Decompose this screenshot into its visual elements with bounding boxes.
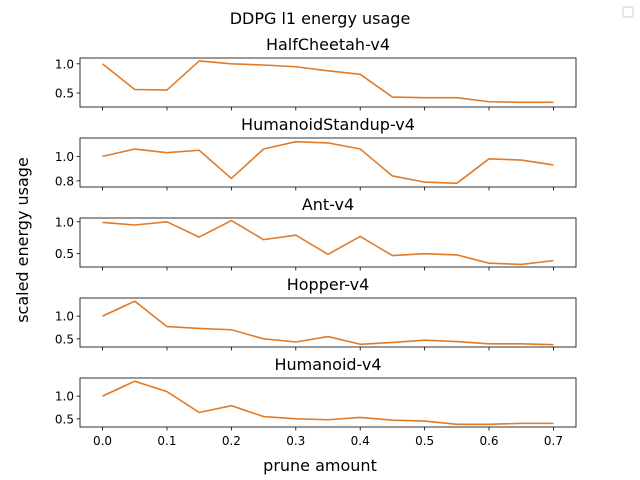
subplot-title: HalfCheetah-v4	[266, 35, 390, 54]
figure-suptitle: DDPG l1 energy usage	[230, 9, 411, 28]
axes-frame	[79, 377, 577, 428]
x-tick-label: 0.0	[93, 434, 112, 448]
subplot-title: HumanoidStandup-v4	[241, 115, 415, 134]
x-tick-label: 0.6	[479, 434, 498, 448]
x-tick-label: 0.4	[351, 434, 370, 448]
y-tick-label: 1.0	[55, 150, 74, 164]
empty-legend-box	[622, 6, 634, 18]
axes-frame	[79, 217, 577, 268]
subplot-3: Ant-v4 0.5 1.0	[55, 195, 577, 271]
y-tick-label: 1.0	[55, 215, 74, 229]
x-tick-label: 0.5	[415, 434, 434, 448]
series-line	[102, 300, 554, 346]
y-tick-label: 0.5	[55, 247, 74, 261]
subplot-title: Humanoid-v4	[274, 355, 381, 374]
subplot-1: HalfCheetah-v4 0.5 1.0	[55, 35, 577, 111]
y-tick-label: 0.5	[55, 332, 74, 346]
series-line	[102, 380, 554, 426]
subplot-5: Humanoid-v4 0.5 1.0 0.0 0.1 0.2 0.3 0.4 0.5 0.6 0.…	[55, 355, 577, 448]
axes-frame	[79, 297, 577, 348]
x-tick-label: 0.7	[544, 434, 563, 448]
subplot-2: HumanoidStandup-v4 0.8 1.0	[55, 115, 577, 191]
subplot-panels: HalfCheetah-v4 0.5 1.0 HumanoidStandup-v4 0.…	[55, 35, 577, 448]
series-line	[102, 60, 554, 104]
axes-frame	[79, 57, 577, 108]
y-tick-label: 1.0	[55, 310, 74, 324]
y-tick-label: 1.0	[55, 57, 74, 71]
y-tick-label: 0.5	[55, 87, 74, 101]
axes-frame	[79, 137, 577, 188]
subplot-title: Ant-v4	[302, 195, 354, 214]
x-tick-label: 0.2	[222, 434, 241, 448]
subplot-title: Hopper-v4	[287, 275, 370, 294]
series-line	[102, 140, 554, 185]
figure-xlabel: prune amount	[263, 456, 377, 475]
y-tick-label: 1.0	[55, 390, 74, 404]
figure-ylabel: scaled energy usage	[13, 157, 32, 323]
series-line	[102, 219, 554, 266]
y-tick-label: 0.5	[55, 412, 74, 426]
x-tick-label: 0.3	[286, 434, 305, 448]
subplot-4: Hopper-v4 0.5 1.0	[55, 275, 577, 351]
x-tick-label: 0.1	[157, 434, 176, 448]
y-tick-label: 0.8	[55, 174, 74, 188]
